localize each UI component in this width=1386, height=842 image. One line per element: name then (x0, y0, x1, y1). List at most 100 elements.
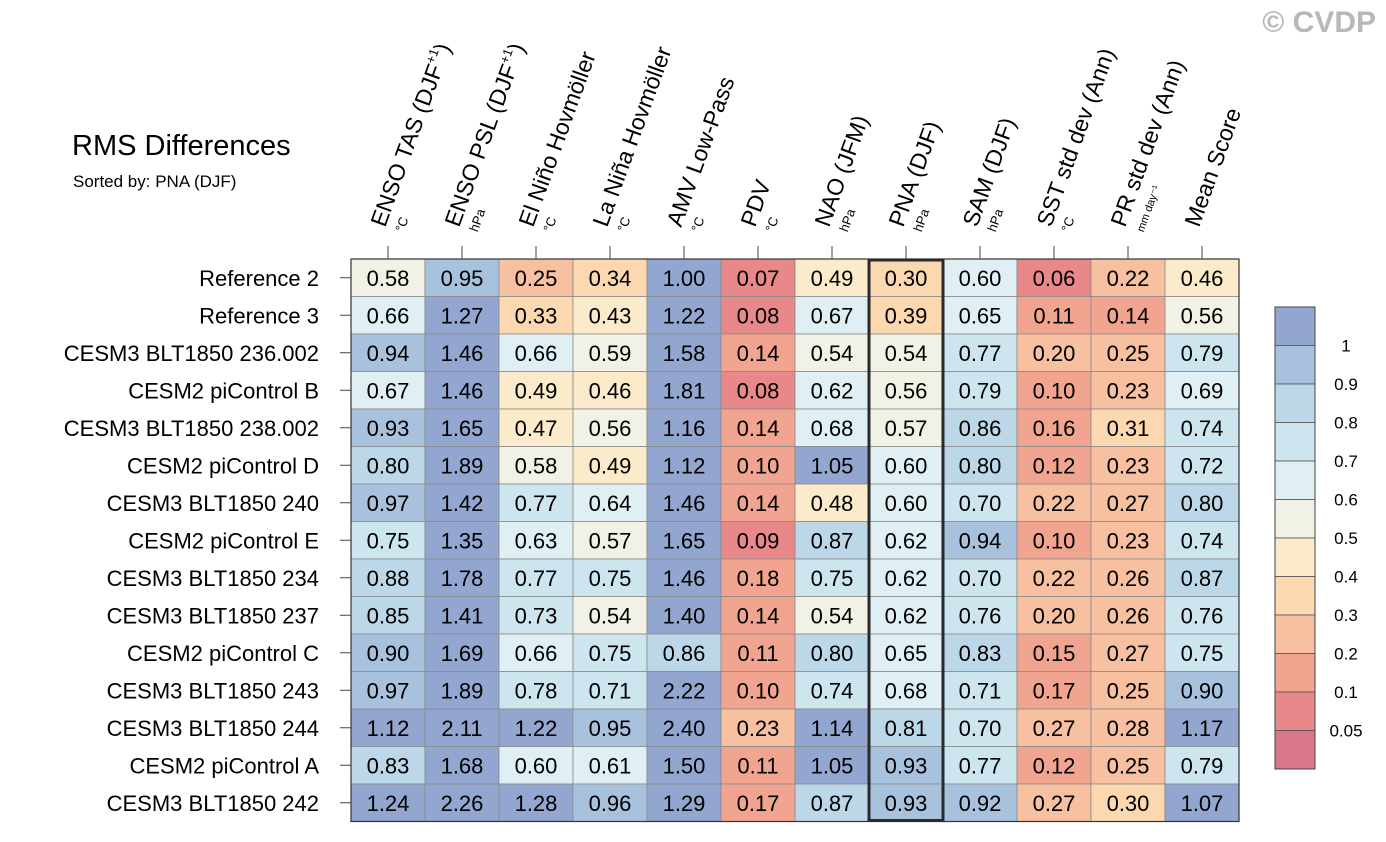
heatmap-cell (868, 783, 944, 822)
cell-value-label: 0.79 (1181, 341, 1224, 366)
heatmap-cell (1090, 446, 1166, 485)
cell-value-label: 0.96 (589, 791, 632, 816)
row-label: CESM3 BLT1850 238.002 (64, 416, 319, 441)
heatmap-cell (720, 596, 796, 635)
cell-value-label: 0.66 (515, 341, 558, 366)
cell-value-label: 0.56 (589, 416, 632, 441)
cell-value-label: 0.75 (811, 566, 854, 591)
heatmap-cell (794, 596, 870, 635)
heatmap-cell (868, 708, 944, 747)
cell-value-label: 0.56 (885, 378, 928, 403)
heatmap-cell (646, 558, 722, 597)
cell-value-label: 0.97 (367, 678, 410, 703)
cell-value-label: 0.46 (589, 378, 632, 403)
colorbar-swatch (1274, 730, 1316, 770)
row-label: Reference 3 (199, 303, 319, 328)
heatmap-cell (424, 483, 500, 522)
heatmap-cell (942, 408, 1018, 447)
cell-value-label: 1.78 (441, 566, 484, 591)
colorbar-tick-label: 0.9 (1334, 375, 1358, 394)
row-label: CESM3 BLT1850 237 (107, 603, 319, 628)
heatmap-cell (572, 596, 648, 635)
heatmap-cell (1164, 483, 1240, 522)
cell-value-label: 0.48 (811, 491, 854, 516)
row-label: Reference 2 (199, 266, 319, 291)
cell-value-label: 0.08 (737, 378, 780, 403)
cell-value-label: 0.74 (1181, 528, 1224, 553)
cell-value-label: 0.57 (885, 416, 928, 441)
heatmap-cell (720, 746, 796, 785)
cell-value-label: 0.22 (1107, 266, 1150, 291)
cell-value-label: 0.70 (959, 716, 1002, 741)
cell-value-label: 0.83 (367, 753, 410, 778)
cell-value-label: 1.24 (367, 791, 410, 816)
cell-value-label: 0.23 (1107, 378, 1150, 403)
cell-value-label: 0.47 (515, 416, 558, 441)
cell-value-label: 0.61 (589, 753, 632, 778)
cell-value-label: 0.58 (367, 266, 410, 291)
cell-value-label: 1.28 (515, 791, 558, 816)
cell-value-label: 0.60 (515, 753, 558, 778)
heatmap-cell (1164, 633, 1240, 672)
cell-value-label: 0.80 (1181, 491, 1224, 516)
cell-value-label: 0.60 (885, 453, 928, 478)
column-unit-label: °C (762, 215, 781, 234)
chart-title: RMS Differences (72, 130, 291, 162)
cell-value-label: 1.14 (811, 716, 854, 741)
cell-value-label: 0.74 (1181, 416, 1224, 441)
cell-value-label: 0.86 (959, 416, 1002, 441)
colorbar-tick-label: 0.7 (1334, 452, 1358, 471)
cell-value-label: 0.23 (1107, 528, 1150, 553)
cell-value-label: 1.65 (663, 528, 706, 553)
colorbar-tick-label: 0.6 (1334, 491, 1358, 510)
cell-value-label: 0.62 (885, 603, 928, 628)
cell-value-label: 0.30 (1107, 791, 1150, 816)
heatmap-cell (350, 783, 426, 822)
colorbar-tick-label: 0.5 (1334, 529, 1358, 548)
cell-value-label: 0.26 (1107, 603, 1150, 628)
cell-value-label: 0.12 (1033, 453, 1076, 478)
heatmap-cell (498, 633, 574, 672)
heatmap-cell (572, 333, 648, 372)
heatmap-cell (1090, 783, 1166, 822)
cell-value-label: 0.23 (1107, 453, 1150, 478)
cell-value-label: 0.16 (1033, 416, 1076, 441)
heatmap-cell (868, 371, 944, 410)
cell-value-label: 0.87 (811, 791, 854, 816)
heatmap-cell (1016, 596, 1092, 635)
cell-value-label: 0.14 (737, 603, 780, 628)
cell-value-label: 1.65 (441, 416, 484, 441)
cell-value-label: 2.40 (663, 716, 706, 741)
colorbar-swatch (1274, 460, 1316, 500)
cell-value-label: 0.88 (367, 566, 410, 591)
cell-value-label: 0.64 (589, 491, 632, 516)
cell-value-label: 1.89 (441, 678, 484, 703)
heatmap-cell (1016, 558, 1092, 597)
cell-value-label: 1.46 (441, 341, 484, 366)
heatmap-cell (942, 558, 1018, 597)
cell-value-label: 1.58 (663, 341, 706, 366)
cell-value-label: 0.90 (367, 641, 410, 666)
column-label: SAM (DJF) (957, 114, 1020, 230)
cell-value-label: 0.70 (959, 566, 1002, 591)
heatmap-cell (498, 483, 574, 522)
heatmap-cell (794, 408, 870, 447)
heatmap-cell (1090, 296, 1166, 335)
cell-value-label: 0.14 (737, 416, 780, 441)
column-unit-label: °C (540, 215, 559, 234)
cell-value-label: 0.80 (811, 641, 854, 666)
cell-value-label: 0.27 (1107, 641, 1150, 666)
cell-value-label: 0.14 (1107, 303, 1150, 328)
heatmap-cell (1016, 333, 1092, 372)
cell-value-label: 0.10 (1033, 378, 1076, 403)
cell-value-label: 0.11 (737, 641, 778, 666)
column-label: Mean Score (1179, 104, 1246, 229)
heatmap-cell (868, 671, 944, 710)
cell-value-label: 0.31 (1107, 416, 1150, 441)
heatmap-cell (498, 408, 574, 447)
cell-value-label: 0.71 (959, 678, 1002, 703)
cell-value-label: 0.49 (589, 453, 632, 478)
cell-value-label: 0.65 (885, 641, 928, 666)
heatmap-cell (646, 633, 722, 672)
